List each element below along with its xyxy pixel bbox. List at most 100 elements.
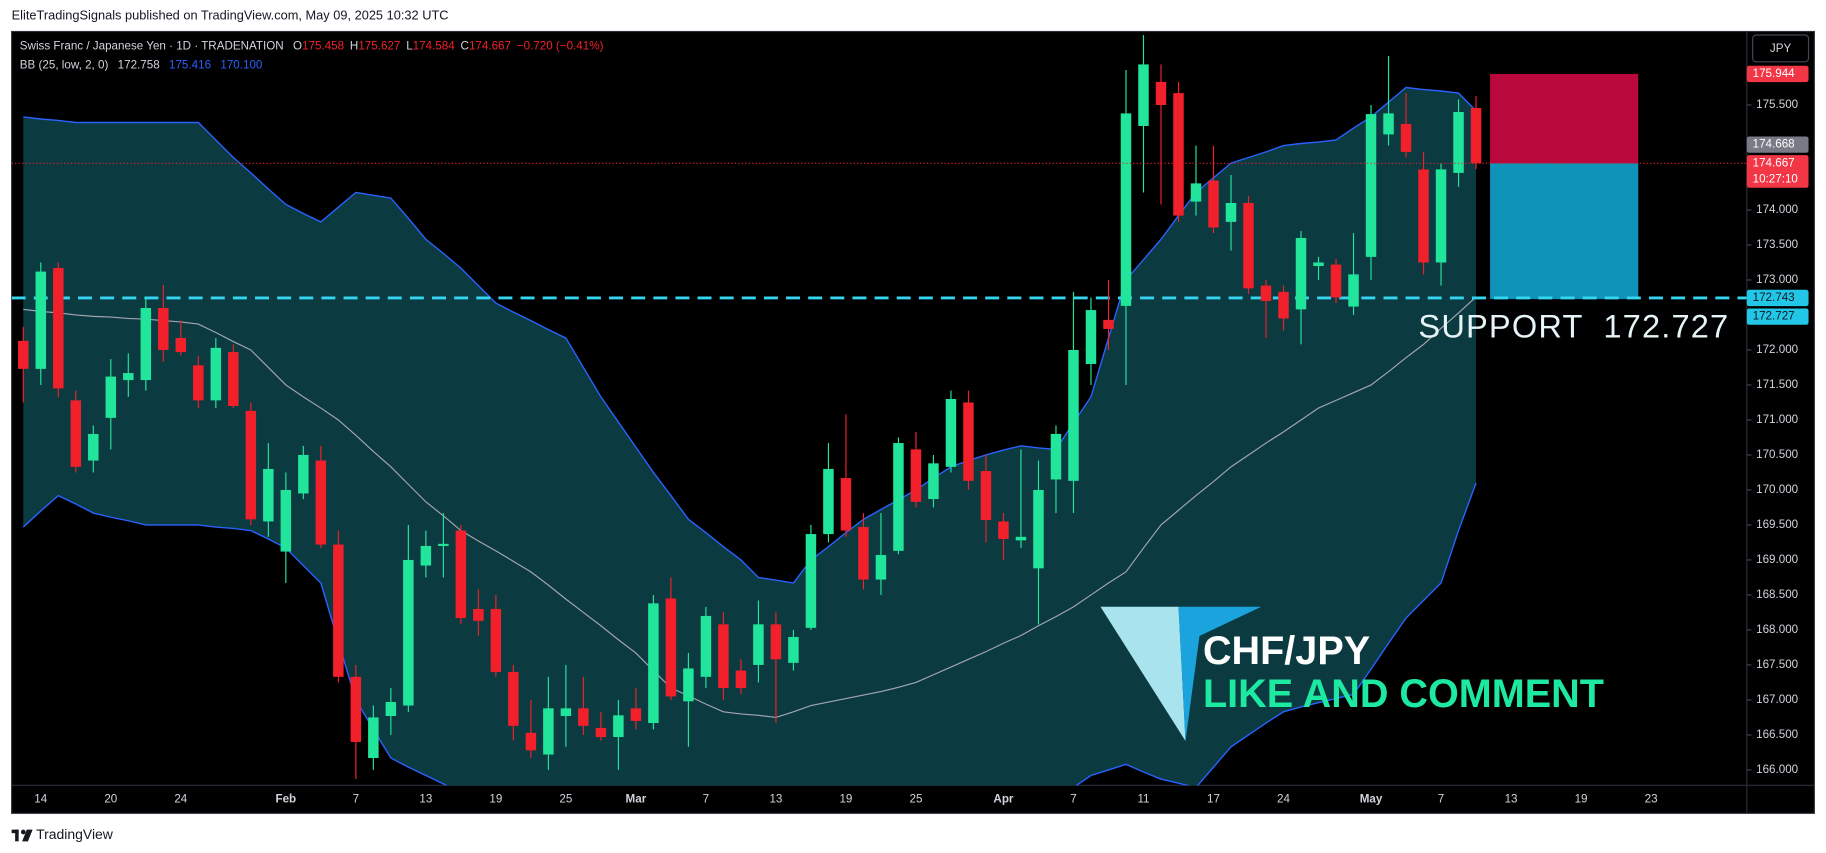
logo-slash <box>22 829 33 842</box>
bb-basis-line <box>23 296 1477 719</box>
candle-body <box>508 671 519 726</box>
candle-body <box>980 471 992 521</box>
candle-body <box>578 708 589 726</box>
candle-body <box>1453 111 1464 173</box>
legend-change: −0.720 (−0.41%) <box>517 40 604 53</box>
currency-button-label[interactable]: JPY <box>1770 42 1792 55</box>
candle-body <box>1278 291 1289 319</box>
y-tick-label: 168.500 <box>1756 588 1799 601</box>
legend-value: 174.584 <box>413 40 456 53</box>
candle-body <box>735 670 747 689</box>
bb-lower-line <box>22 482 1477 786</box>
candle-body <box>105 376 117 418</box>
indicator-value: 170.100 <box>220 58 263 71</box>
publish-header: EliteTradingSignals published on Trading… <box>12 8 449 23</box>
candle-body <box>928 463 939 500</box>
currency-button[interactable] <box>1752 34 1810 63</box>
candle-body <box>350 676 362 742</box>
candle-body <box>893 443 904 551</box>
price-tag <box>1746 289 1809 307</box>
y-tick-label: 166.500 <box>1756 728 1799 741</box>
candle-body <box>543 708 554 755</box>
indicator-value: 172.758 <box>118 58 160 71</box>
logo-dot <box>20 829 26 835</box>
tradingview-logo <box>11 829 33 842</box>
candle-body <box>963 402 974 481</box>
y-tick-label: 167.500 <box>1756 658 1799 671</box>
candle-body <box>140 307 152 381</box>
indicator-legend: BB (25, low, 2, 0) 172.758 175.416 170.100 <box>20 58 263 71</box>
x-tick-label: 7 <box>1438 792 1444 805</box>
bb-upper-line <box>23 86 1477 584</box>
x-tick-label: 14 <box>34 792 47 805</box>
candle-body <box>595 727 607 738</box>
y-tick-label: 170.000 <box>1756 483 1799 496</box>
candle-body <box>945 398 957 467</box>
candle-body <box>1033 489 1044 569</box>
logo-right <box>1178 606 1262 741</box>
candle-body <box>1103 319 1114 329</box>
candle-body <box>210 347 222 401</box>
candle-body <box>438 543 449 546</box>
candle-body <box>228 352 239 406</box>
y-tick-label: 166.000 <box>1756 763 1799 776</box>
legend-letter: H <box>350 40 358 53</box>
y-tick-label: 175.500 <box>1756 98 1799 111</box>
candle-body <box>630 708 642 721</box>
candle-body <box>490 608 502 672</box>
legend-line: Swiss Franc / Japanese Yen · 1D · TRADEN… <box>20 40 604 53</box>
candle-body <box>1138 64 1149 126</box>
candle-body <box>123 373 134 381</box>
x-tick-label: 25 <box>559 792 572 805</box>
candle-body <box>560 708 572 717</box>
candle-body <box>193 365 204 401</box>
price-tag <box>1746 136 1809 153</box>
price-tag <box>1746 155 1809 188</box>
candle-body <box>1068 349 1079 481</box>
x-tick-label: Feb <box>275 792 296 805</box>
candle-body <box>158 307 169 350</box>
y-tick-label: 167.000 <box>1756 693 1799 706</box>
y-tick-label: 173.000 <box>1756 273 1799 286</box>
candle-body <box>1155 81 1167 105</box>
candle-body <box>455 530 467 619</box>
pair-annotation: CHF/JPY <box>1203 629 1370 673</box>
x-tick-label: 7 <box>703 792 709 805</box>
candle-body <box>35 271 47 369</box>
candle-body <box>1120 113 1132 306</box>
y-tick-label: 169.500 <box>1756 518 1799 531</box>
candle-body <box>70 400 82 467</box>
candle-body <box>840 478 852 531</box>
candle-body <box>700 615 712 677</box>
candle-body <box>1365 114 1377 257</box>
x-tick-label: 19 <box>489 792 502 805</box>
x-tick-label: 11 <box>1137 792 1149 805</box>
candle-body <box>263 468 274 522</box>
x-tick-label: 24 <box>174 792 187 805</box>
y-tick-label: 173.500 <box>1756 238 1799 251</box>
candle-body <box>53 268 64 389</box>
legend-letter: L <box>406 40 413 53</box>
candle-body <box>298 454 309 494</box>
candle-body <box>525 732 537 751</box>
stop-zone <box>1490 73 1639 164</box>
candle-body <box>1435 169 1447 263</box>
y-tick-label: 174.000 <box>1756 203 1799 216</box>
candle-body <box>683 668 694 702</box>
candle-body <box>1260 285 1272 301</box>
target-zone <box>1490 163 1639 300</box>
candle-body <box>788 636 799 663</box>
candle-body <box>1208 180 1219 228</box>
logo-stem <box>15 829 19 842</box>
candle-body <box>858 527 869 580</box>
candle-body <box>770 624 782 660</box>
y-tick-label: 168.000 <box>1756 623 1799 636</box>
price-tag-label: 174.668 <box>1753 138 1795 151</box>
indicator-value: 175.416 <box>169 58 211 71</box>
candle-body <box>175 338 187 353</box>
candle-body <box>1243 202 1254 289</box>
candle-body <box>648 603 659 724</box>
x-tick-label: 20 <box>104 792 117 805</box>
